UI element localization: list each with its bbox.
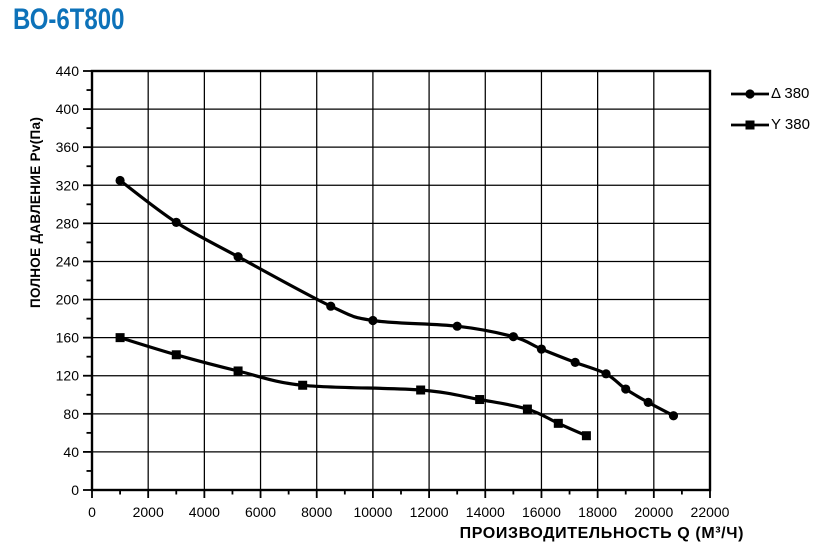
y-tick-label: 280 [56,215,80,231]
data-point-circle [508,332,518,342]
plot-border [90,69,712,492]
data-point-square [581,431,591,441]
y-tick-label: 120 [56,368,80,384]
legend: Δ 380 Y 380 [731,83,810,135]
data-point-square [171,350,181,360]
y-tick-label: 440 [56,63,80,79]
x-tick-label: 0 [88,504,96,520]
y-tick-label: 40 [63,444,79,460]
legend-label-y-380: Y 380 [771,116,810,133]
y-tick-label: 240 [56,253,80,269]
page-title: ВО-6Т800 [13,3,125,36]
data-point-circle [621,384,631,394]
x-tick-label: 14000 [466,504,505,520]
y-axis-title: ПОЛНОЕ ДАВЛЕНИЕ Pv(Па) [28,116,43,308]
grid [91,70,711,491]
data-point-circle [601,369,611,379]
legend-square-marker-icon [731,120,769,129]
x-tick-label: 10000 [353,504,392,520]
series-line [118,178,676,418]
y-tick-label: 400 [56,101,80,117]
tick-labels: 0 2000 4000 6000 8000 10000 12000 14000 16000 180… [56,63,730,520]
series-line [118,336,588,438]
x-tick-label: 12000 [410,504,449,520]
data-point-circle [368,315,378,326]
x-tick-label: 16000 [522,504,561,520]
y-tick-label: 80 [63,406,79,422]
y-tick-label: 320 [56,177,80,193]
x-axis-title: ПРОИЗВОДИТЕЛЬНОСТЬ Q (М³/Ч) [459,525,744,542]
data-point-circle [233,252,243,262]
x-tick-label: 18000 [578,504,617,520]
x-tick-label: 20000 [634,504,673,520]
x-tick-label: 6000 [245,504,276,520]
x-tick-label: 8000 [301,504,332,520]
data-point-square [553,418,563,428]
data-point-circle [536,344,547,354]
x-tick-label: 22000 [691,504,730,520]
y-tick-label: 200 [56,292,80,308]
data-point-circle [171,217,181,228]
data-point-circle [326,301,336,311]
y-tick-label: 360 [56,139,80,155]
legend-entry-y-380: Y 380 [731,114,810,135]
data-point-square [298,380,308,390]
x-tick-label: 4000 [189,504,220,520]
data-point-circle [643,397,653,407]
data-point-square [475,395,485,405]
data-point-square [416,385,426,395]
axis-ticks [83,70,711,498]
legend-circle-marker-icon [731,88,769,99]
data-point-circle [570,357,580,367]
y-tick-label: 0 [71,482,79,498]
legend-entry-delta-380: Δ 380 [731,83,810,104]
data-point-square [233,366,243,376]
data-point-square [115,333,125,343]
series-delta-380 [115,175,679,421]
x-tick-label: 2000 [133,504,164,520]
data-point-circle [115,175,125,186]
data-point-circle [452,321,462,331]
y-tick-label: 160 [56,330,80,346]
legend-label-delta-380: Δ 380 [771,85,810,102]
series-y-380 [115,333,591,441]
data-point-circle [668,411,679,421]
data-point-square [522,404,532,414]
